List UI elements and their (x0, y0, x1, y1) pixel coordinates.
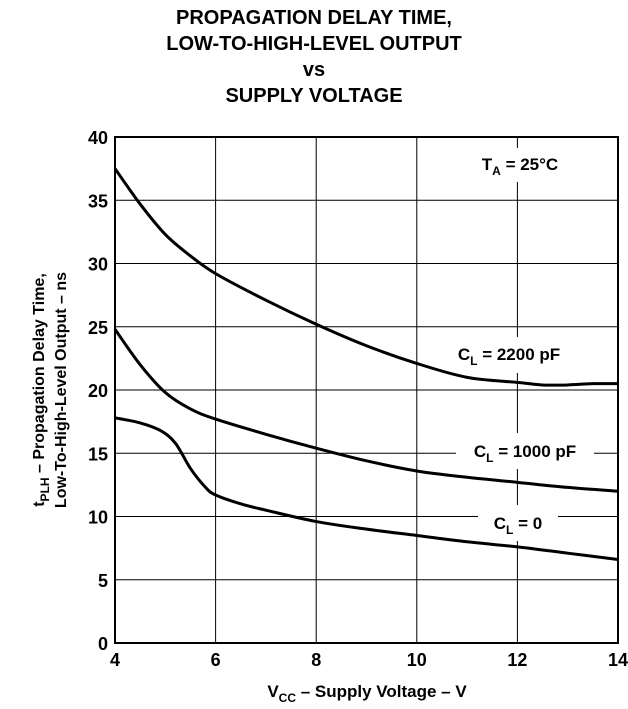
temperature-annotation: TA = 25°C (482, 155, 558, 178)
series-label-1000pf: CL = 1000 pF (474, 442, 576, 465)
x-tick-label: 12 (507, 650, 527, 670)
series-line-1000pf (113, 328, 619, 493)
series-label-2200pf: CL = 2200 pF (458, 345, 560, 368)
x-tick-label: 10 (407, 650, 427, 670)
plot-frame (114, 136, 619, 644)
chart-title-line-4: SUPPLY VOLTAGE (225, 85, 403, 107)
series-label-0pf: CL = 0 (494, 514, 542, 537)
y-axis-label-line-1: tPLH – Propagation Delay Time, (31, 273, 52, 507)
label-mask (462, 148, 578, 182)
series-line-2200pf (113, 167, 619, 387)
tick-labels: 4 6 8 10 12 14 0 5 10 15 20 25 30 35 40 (88, 128, 628, 670)
x-tick-label: 6 (211, 650, 221, 670)
y-tick-label: 25 (88, 318, 108, 338)
y-axis-label-line-2: Low-To-High-Level Output – ns (53, 272, 70, 508)
y-tick-label: 20 (88, 381, 108, 401)
x-tick-label: 14 (608, 650, 628, 670)
grid (114, 136, 619, 644)
chart-title-line-1: PROPAGATION DELAY TIME, (176, 7, 452, 29)
y-tick-label: 10 (88, 508, 108, 528)
label-mask (478, 505, 558, 541)
series-line-0pf (114, 416, 619, 561)
y-tick-label: 35 (88, 191, 108, 211)
x-tick-label: 8 (311, 650, 321, 670)
chart-title-line-3: vs (302, 59, 326, 81)
chart-title-line-2: LOW-TO-HIGH-LEVEL OUTPUT (166, 33, 462, 55)
label-mask (456, 433, 594, 469)
y-axis-label: tPLH – Propagation Delay Time, Low-To-Hi… (31, 272, 70, 508)
y-tick-label: 30 (88, 255, 108, 275)
label-mask (438, 337, 580, 373)
x-tick-label: 4 (110, 650, 120, 670)
y-tick-label: 40 (88, 128, 108, 148)
series-group (113, 167, 619, 561)
y-tick-label: 0 (98, 634, 108, 654)
y-tick-label: 15 (88, 444, 108, 464)
x-axis-label: VCC – Supply Voltage – V (267, 682, 467, 705)
y-tick-label: 5 (98, 571, 108, 591)
